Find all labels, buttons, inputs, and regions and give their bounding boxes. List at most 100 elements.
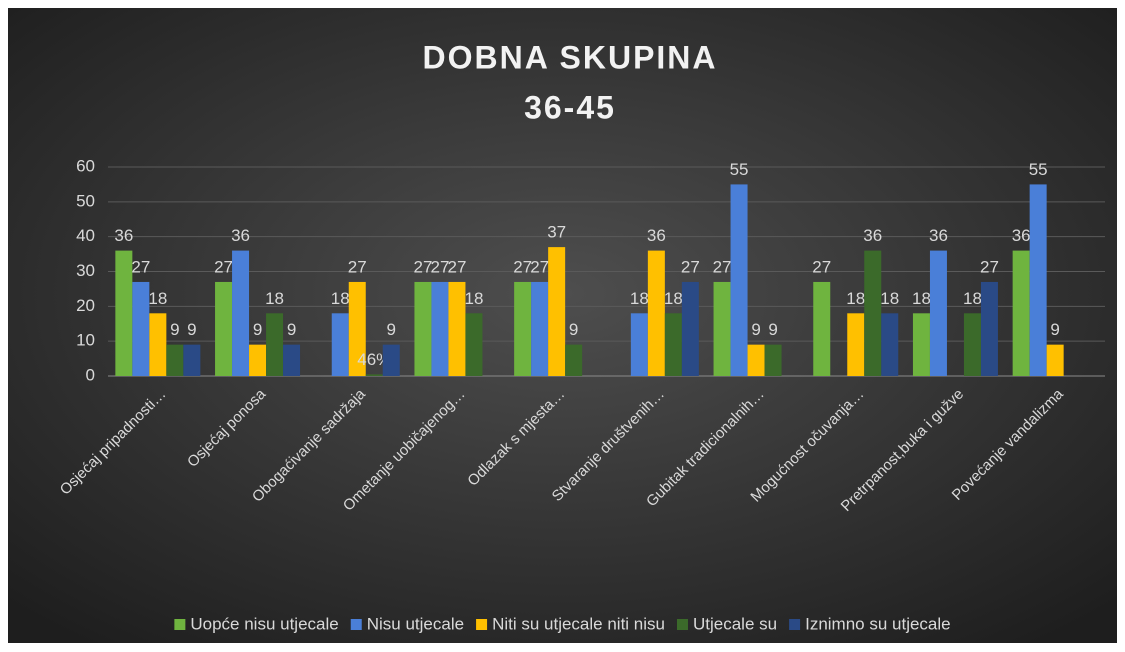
bar [1012, 250, 1030, 376]
data-label: 27 [713, 257, 732, 276]
y-tick-label: 50 [76, 191, 95, 210]
bar [348, 281, 366, 376]
data-label: 36 [647, 226, 666, 245]
bar [149, 313, 167, 376]
bar [365, 374, 383, 376]
bar [283, 344, 301, 376]
data-label: 9 [751, 320, 760, 339]
legend-swatch [174, 619, 186, 630]
data-label: 27 [131, 257, 150, 276]
bar [747, 344, 765, 376]
data-label: 18 [464, 289, 483, 308]
data-label: 55 [730, 160, 749, 179]
bar [730, 184, 748, 376]
legend-swatch [676, 619, 688, 630]
legend-swatch [350, 619, 362, 630]
legend-label: Uopće nisu utjecale [190, 614, 338, 633]
legend-label: Nisu utjecale [367, 614, 464, 633]
data-label: 18 [912, 289, 931, 308]
bar [266, 313, 284, 376]
data-label: 9 [287, 320, 296, 339]
data-label: 27 [812, 257, 831, 276]
data-label: 36 [231, 226, 250, 245]
data-label: 27 [447, 257, 466, 276]
data-label: 27 [430, 257, 449, 276]
data-label: 18 [664, 289, 683, 308]
bar [232, 250, 250, 376]
bar [980, 281, 998, 376]
data-label: 9 [569, 320, 578, 339]
bar [664, 313, 682, 376]
chart-subtitle: 36-45 [524, 89, 616, 125]
bar [1046, 344, 1064, 376]
y-tick-label: 30 [76, 261, 95, 280]
data-label: 9 [187, 320, 196, 339]
bar [183, 344, 201, 376]
y-tick-label: 40 [76, 226, 95, 245]
bar [713, 281, 731, 376]
bar [249, 344, 267, 376]
data-label: 9 [170, 320, 179, 339]
bar [531, 281, 549, 376]
y-tick-label: 10 [76, 331, 95, 350]
bar [548, 247, 566, 376]
data-label: 18 [846, 289, 865, 308]
data-label: 27 [681, 257, 700, 276]
data-label: 37 [547, 223, 566, 242]
bar [847, 313, 865, 376]
bar [565, 344, 583, 376]
chart-title: DOBNA SKUPINA [422, 39, 717, 75]
bar [912, 313, 930, 376]
bar [963, 313, 981, 376]
bar [331, 313, 349, 376]
bar [764, 344, 782, 376]
bar [414, 281, 432, 376]
data-label: 27 [513, 257, 532, 276]
data-label: 27 [980, 257, 999, 276]
legend-swatch [789, 619, 801, 630]
data-label: 9 [768, 320, 777, 339]
bar [1029, 184, 1047, 376]
data-label: 36 [1012, 226, 1031, 245]
bar [382, 344, 400, 376]
bar [864, 250, 882, 376]
bar [514, 281, 532, 376]
data-label: 27 [348, 257, 367, 276]
legend-label: Niti su utjecale niti nisu [492, 614, 665, 633]
y-tick-label: 20 [76, 296, 95, 315]
bar [813, 281, 831, 376]
bar [681, 281, 699, 376]
bar [431, 281, 449, 376]
bar [115, 250, 133, 376]
data-label: 36 [929, 226, 948, 245]
bar [166, 344, 184, 376]
bar [465, 313, 483, 376]
legend-swatch [476, 619, 488, 630]
bar [647, 250, 665, 376]
bar [929, 250, 947, 376]
data-label: 36 [114, 226, 133, 245]
data-label: 27 [214, 257, 233, 276]
data-label: 18 [331, 289, 350, 308]
data-label: 18 [963, 289, 982, 308]
bar [132, 281, 150, 376]
data-label: 27 [413, 257, 432, 276]
data-label: 9 [1050, 320, 1059, 339]
data-label: 9 [253, 320, 262, 339]
bar [630, 313, 648, 376]
data-label: 18 [630, 289, 649, 308]
data-label: 9 [387, 320, 396, 339]
data-label: 55 [1029, 160, 1048, 179]
data-label: 18 [148, 289, 167, 308]
y-tick-label: 0 [86, 365, 95, 384]
legend-label: Iznimno su utjecale [805, 614, 951, 633]
bar [448, 281, 466, 376]
legend-label: Utjecale su [693, 614, 777, 633]
y-tick-label: 60 [76, 156, 95, 175]
data-label: 36 [863, 226, 882, 245]
data-label: 18 [880, 289, 899, 308]
data-label: 27 [530, 257, 549, 276]
data-label: 18 [265, 289, 284, 308]
bar [881, 313, 899, 376]
